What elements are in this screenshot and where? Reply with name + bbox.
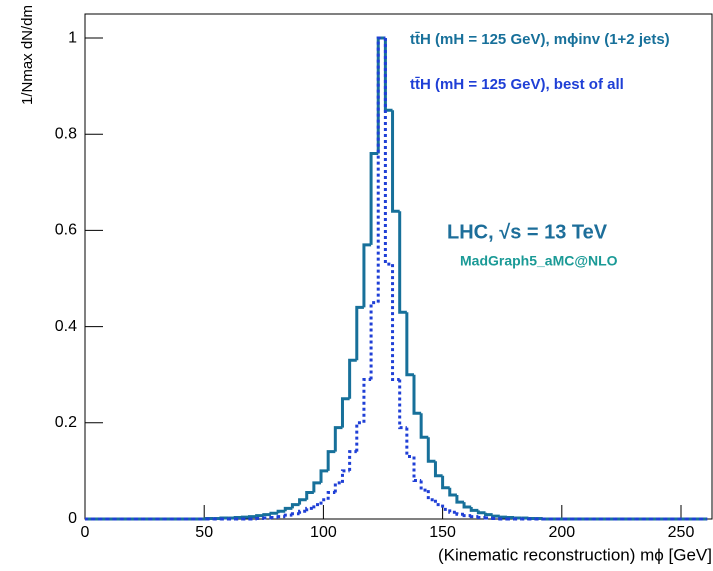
histogram-step <box>312 481 322 493</box>
histogram-step <box>326 491 336 500</box>
histogram-step <box>498 515 507 519</box>
histogram-step <box>369 301 379 380</box>
histogram-step <box>290 503 300 509</box>
histogram-step <box>448 487 457 497</box>
histogram-step <box>348 450 357 471</box>
histogram-step <box>441 504 450 511</box>
histogram-step <box>391 264 400 382</box>
histogram-step <box>405 312 414 377</box>
histogram-step <box>491 514 500 518</box>
annotation: LHC, √s = 13 TeV <box>447 221 608 243</box>
histogram-step <box>348 358 357 399</box>
histogram-step <box>469 506 479 512</box>
x-tick-label: 100 <box>310 524 337 541</box>
histogram-step <box>319 498 329 505</box>
histogram-step <box>369 151 379 245</box>
histogram-step <box>362 243 372 308</box>
legend-entry: tt̄H (mH = 125 GeV), mϕinv (1+2 jets) <box>410 31 670 48</box>
histogram-step <box>355 305 364 361</box>
x-tick-label: 0 <box>81 524 90 541</box>
histogram-step <box>391 110 400 213</box>
histogram-step <box>290 512 300 516</box>
histogram-step <box>448 509 457 514</box>
histogram-step <box>476 510 486 515</box>
histogram-step <box>441 475 450 490</box>
x-tick-label: 250 <box>668 524 695 541</box>
annotation: MadGraph5_aMC@NLO <box>460 253 618 269</box>
histogram-step <box>340 397 350 428</box>
histogram-step <box>333 481 343 493</box>
histogram-step <box>426 437 436 463</box>
histogram-step <box>262 513 271 517</box>
histogram-step <box>433 499 443 507</box>
histogram-step <box>283 513 293 517</box>
histogram-step <box>312 503 322 509</box>
histogram-step <box>269 511 279 515</box>
histogram-step <box>305 491 314 500</box>
x-axis-label: (Kinematic reconstruction) mϕ [GeV] <box>438 545 712 564</box>
histogram-step <box>433 461 443 478</box>
histogram-step <box>376 36 386 303</box>
histogram-step <box>305 506 314 512</box>
y-tick-label: 0.6 <box>55 222 77 239</box>
histogram-step <box>419 480 429 492</box>
histogram-step <box>298 509 307 514</box>
histogram-step <box>462 514 472 518</box>
histogram-step <box>398 211 407 314</box>
x-tick-label: 200 <box>548 524 575 541</box>
y-tick-label: 0.2 <box>55 414 77 431</box>
histogram-step <box>333 426 343 452</box>
histogram-step <box>383 38 393 266</box>
histogram-step <box>398 379 407 430</box>
histogram-step <box>412 456 422 483</box>
y-tick-label: 1 <box>68 29 77 46</box>
y-tick-label: 0.4 <box>55 318 77 335</box>
x-tick-label: 50 <box>195 524 213 541</box>
x-tick-label: 150 <box>429 524 456 541</box>
histogram-step <box>462 502 472 509</box>
histogram-step <box>426 490 436 502</box>
histogram-step <box>484 512 493 517</box>
histogram-step <box>455 512 465 516</box>
histogram-step <box>355 421 364 452</box>
histogram-step <box>255 514 264 518</box>
histogram-step <box>276 509 286 514</box>
histogram-step <box>298 498 307 505</box>
legend-entry: tt̄H (mH = 125 GeV), best of all <box>410 76 624 93</box>
histogram-step <box>476 516 486 520</box>
histogram-step <box>455 494 465 504</box>
histogram-step <box>283 506 293 512</box>
plot-frame <box>84 13 713 520</box>
y-tick-label: 0 <box>68 510 77 527</box>
histogram-step <box>276 515 286 519</box>
histogram-step <box>319 469 329 483</box>
histogram-step <box>326 450 336 471</box>
histogram-step <box>412 374 422 415</box>
histogram-step <box>362 378 372 423</box>
histogram-step <box>405 427 414 458</box>
y-tick-label: 0.8 <box>55 125 77 142</box>
histogram-step <box>340 469 350 483</box>
histogram-step <box>469 515 479 519</box>
y-axis-label: 1/Nmax dN/dm <box>19 5 36 105</box>
histogram-step <box>419 413 429 439</box>
